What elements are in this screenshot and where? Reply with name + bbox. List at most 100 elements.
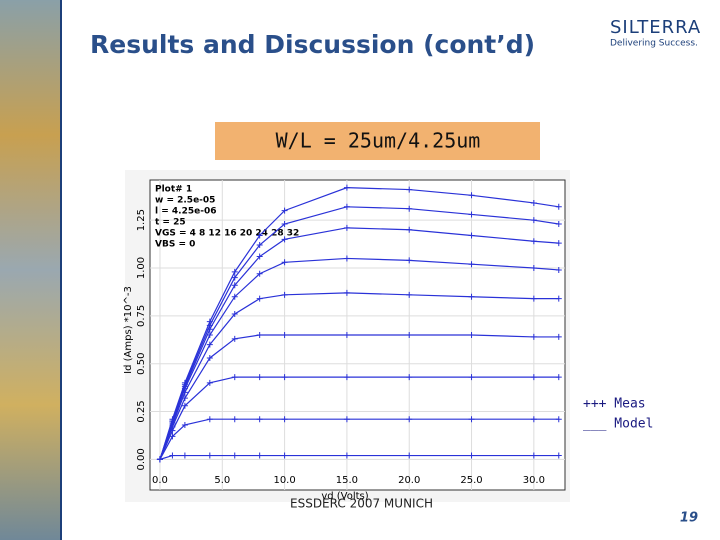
meas-point <box>256 374 263 381</box>
meas-point <box>206 318 213 325</box>
meas-point <box>530 333 537 340</box>
annotation: VBS = 0 <box>155 240 195 250</box>
x-tick-label: 30.0 <box>523 475 545 486</box>
meas-point <box>231 282 238 289</box>
meas-point <box>555 221 562 228</box>
meas-point <box>343 452 350 459</box>
meas-point <box>468 416 475 423</box>
meas-point <box>256 416 263 423</box>
meas-point <box>406 205 413 212</box>
x-tick-label: 25.0 <box>460 475 482 486</box>
meas-point <box>281 452 288 459</box>
y-axis-label: Id (Amps) *10^-3 <box>123 286 134 374</box>
annotation: VGS = 4 8 12 16 20 24 28 32 <box>155 229 299 239</box>
page-number: 19 <box>680 511 698 526</box>
meas-point <box>555 203 562 210</box>
meas-point <box>256 452 263 459</box>
model-line <box>159 334 559 460</box>
meas-point <box>181 379 188 386</box>
meas-point <box>256 270 263 277</box>
y-tick-label: 1.00 <box>136 257 147 279</box>
meas-point <box>256 253 263 260</box>
meas-point <box>530 199 537 206</box>
meas-point <box>406 416 413 423</box>
meas-point <box>231 274 238 281</box>
meas-point <box>530 295 537 302</box>
meas-point <box>468 374 475 381</box>
meas-point <box>343 416 350 423</box>
meas-point <box>530 416 537 423</box>
annotation: t = 25 <box>155 218 186 228</box>
label-box-text: W/L = 25um/4.25um <box>276 129 481 153</box>
model-line <box>159 187 559 460</box>
meas-point <box>256 232 263 239</box>
meas-point <box>281 221 288 228</box>
logo: SILTERRA <box>610 17 701 38</box>
meas-point <box>231 452 238 459</box>
legend-note: +++ Meas <box>583 397 646 412</box>
meas-point <box>530 217 537 224</box>
meas-point <box>555 416 562 423</box>
meas-point <box>169 452 176 459</box>
y-tick-label: 1.25 <box>136 209 147 231</box>
meas-point <box>555 295 562 302</box>
meas-point <box>343 255 350 262</box>
meas-point <box>206 379 213 386</box>
meas-point <box>343 184 350 191</box>
meas-point <box>181 421 188 428</box>
meas-point <box>206 354 213 361</box>
x-tick-label: 15.0 <box>336 475 358 486</box>
meas-point <box>406 332 413 338</box>
meas-point <box>468 211 475 218</box>
meas-point <box>181 452 188 459</box>
meas-point <box>169 416 176 423</box>
model-line <box>159 206 559 460</box>
y-tick-label: 0.00 <box>136 448 147 470</box>
meas-point <box>530 238 537 245</box>
meas-point <box>468 232 475 239</box>
meas-point <box>343 224 350 231</box>
meas-point <box>555 374 562 381</box>
meas-point <box>343 332 350 338</box>
meas-point <box>468 452 475 459</box>
meas-point <box>555 452 562 459</box>
meas-point <box>530 374 537 381</box>
model-line <box>159 418 559 460</box>
meas-point <box>406 291 413 298</box>
model-line <box>159 257 559 460</box>
annotation: w = 2.5e-05 <box>155 196 215 206</box>
meas-point <box>281 207 288 214</box>
x-tick-label: 10.0 <box>273 475 295 486</box>
meas-point <box>181 402 188 409</box>
meas-point <box>406 374 413 381</box>
meas-point <box>231 335 238 342</box>
y-tick-label: 0.75 <box>136 305 147 327</box>
meas-point <box>231 268 238 275</box>
meas-point <box>231 293 238 300</box>
y-tick-label: 0.50 <box>136 353 147 375</box>
meas-point <box>468 332 475 338</box>
x-tick-label: 0.0 <box>152 475 168 486</box>
meas-point <box>281 236 288 243</box>
meas-point <box>530 452 537 459</box>
meas-point <box>256 332 263 338</box>
meas-point <box>343 289 350 296</box>
meas-point <box>281 291 288 298</box>
meas-point <box>468 261 475 268</box>
meas-point <box>231 310 238 317</box>
meas-point <box>530 265 537 272</box>
x-axis-label: vd (Volts) <box>321 491 368 502</box>
x-tick-label: 5.0 <box>214 475 230 486</box>
legend-note: ___ Model <box>583 417 653 432</box>
meas-point <box>256 242 263 249</box>
meas-point <box>343 374 350 381</box>
meas-point <box>231 374 238 381</box>
meas-point <box>206 452 213 459</box>
y-tick-label: 0.25 <box>136 400 147 422</box>
meas-point <box>555 266 562 273</box>
meas-point <box>468 293 475 300</box>
meas-point <box>555 333 562 340</box>
model-line <box>159 292 559 460</box>
meas-point <box>231 416 238 423</box>
